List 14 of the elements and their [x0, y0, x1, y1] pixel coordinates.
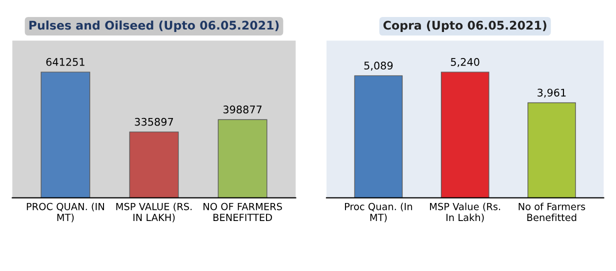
chart-title: Pulses and Oilseed (Upto 06.05.2021) [29, 20, 279, 32]
data-label: 5,089 [364, 62, 393, 71]
data-label: 335897 [134, 118, 173, 126]
data-label: 3,961 [538, 88, 566, 98]
x-tick-label: MSP VALUE (RS. IN LAKH) [116, 202, 192, 222]
chart-title: Copra (Upto 06.05.2021) [383, 20, 546, 32]
x-tick-label: MSP Value (Rs. In Lakh) [430, 202, 500, 222]
x-tick-label: No of Farmers Benefitted [518, 202, 586, 222]
x-tick-label: Proc Quan. (In MT) [345, 202, 412, 222]
data-label: 641251 [46, 58, 84, 66]
data-label: 5,240 [450, 58, 480, 67]
x-tick-label: NO OF FARMERS BENEFITTED [204, 202, 282, 221]
data-label: 398877 [223, 106, 262, 114]
x-tick-label: PROC QUAN. (IN MT) [26, 202, 104, 222]
